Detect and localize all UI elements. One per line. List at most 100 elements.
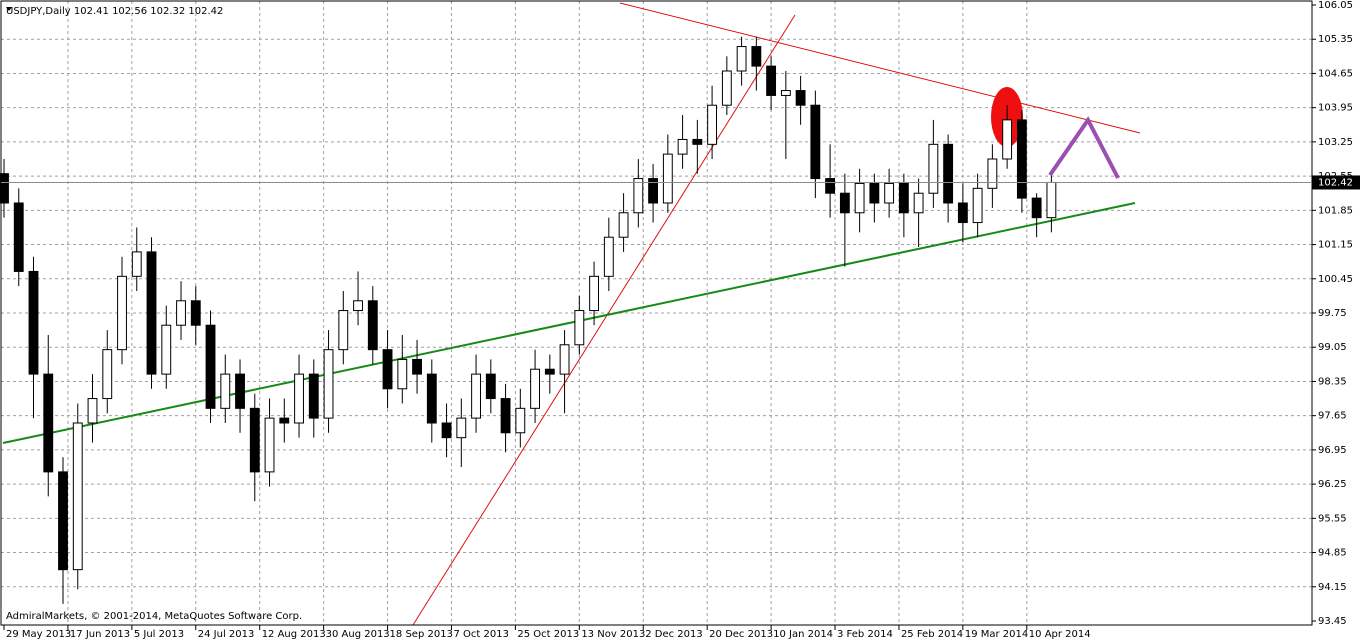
y-tick-label: 101.15 [1318,240,1353,251]
y-tick-label: 103.95 [1318,103,1353,114]
y-tick-label: 94.15 [1318,582,1347,593]
candle-body [205,324,216,409]
y-tick-label: 106.05 [1318,0,1353,11]
trend-line [412,14,796,626]
candle-body [117,275,127,351]
candle-body [338,310,349,351]
y-tick-label: 98.35 [1318,376,1347,387]
x-tick-label: 10 Apr 2014 [1029,629,1091,640]
candle-body [146,251,157,375]
candle-body [677,138,688,155]
x-tick-label: 24 Jul 2013 [198,629,255,640]
y-tick-label: 93.45 [1318,616,1347,627]
x-tick-label: 30 Aug 2013 [326,629,390,640]
candle-body [367,300,378,351]
candle-body [279,417,290,424]
projection-path [1048,116,1120,179]
candle-body [618,212,629,238]
x-tick-label: 18 Sep 2013 [390,629,453,640]
candle-body [87,398,98,424]
last-price-box [1312,175,1360,190]
x-tick-label: 25 Oct 2013 [517,629,579,640]
candle-body [294,373,304,424]
candle-body [589,275,600,312]
x-tick-label: 2 Dec 2013 [645,629,703,640]
last-price-label: 102.42 [1318,177,1353,188]
candle-body [1046,181,1057,219]
x-tick-label: 29 May 2013 [6,629,71,640]
candle-body [72,422,83,571]
y-tick-label: 97.65 [1318,411,1347,422]
candle-body [795,90,806,106]
x-tick-label: 13 Nov 2013 [581,629,645,640]
candle-body [662,153,673,204]
candle-body [131,251,142,277]
candle-body [382,349,393,390]
candle-body [0,173,9,204]
y-tick-label: 96.25 [1318,479,1347,490]
candle-body [603,236,614,277]
candle-body [721,70,732,106]
candle-body [736,46,747,72]
candles [0,36,1057,604]
candle-body [559,344,570,375]
x-tick-label: 19 Mar 2014 [965,629,1028,640]
candle-body [884,182,895,204]
x-tick-label: 20 Dec 2013 [709,629,773,640]
candle-body [987,158,998,189]
candle-body [1002,119,1013,160]
y-tick-label: 105.35 [1318,34,1353,45]
candle-body [441,422,452,439]
resistance-line [619,2,1141,134]
candle-body [839,192,850,214]
support-line [2,202,1136,444]
y-tick-label: 94.85 [1318,548,1347,559]
candle-body [913,192,924,214]
candle-body [780,90,791,96]
candle-body [957,202,968,224]
candle-body [43,373,54,473]
candle-body [397,358,408,390]
candle-body [943,143,954,204]
candle-body [353,300,363,312]
y-tick-label: 103.25 [1318,137,1353,148]
candle-body [471,373,481,419]
candle-body [707,104,718,145]
candle-body [308,373,319,419]
y-tick-label: 99.05 [1318,342,1347,353]
candle-body [515,407,526,434]
candle-body [898,182,909,214]
candle-body [869,182,880,204]
x-tick-label: 17 Jun 2013 [70,629,130,640]
x-tick-label: 7 Oct 2013 [453,629,508,640]
copyright: AdmiralMarkets, © 2001-2014, MetaQuotes … [6,611,302,622]
candle-body [485,373,496,400]
candle-body [500,398,511,434]
y-tick-label: 104.65 [1318,68,1353,79]
x-tick-label: 10 Jan 2014 [773,629,833,640]
candle-body [13,202,24,272]
candle-body [235,373,245,409]
candle-body [530,368,540,409]
candle-body [810,104,821,180]
candle-body [58,471,68,571]
candle-body [426,373,437,424]
candle-body [1016,119,1027,199]
y-tick-label: 99.75 [1318,308,1347,319]
candle-body [102,349,113,400]
candle-body [574,310,585,346]
candle-body [28,270,39,375]
y-tick-label: 96.95 [1318,445,1347,456]
candle-body [1031,197,1042,219]
candle-body [648,178,659,204]
y-tick-label: 101.85 [1318,205,1353,216]
candle-body [751,46,762,67]
candle-body [190,300,201,326]
y-tick-label: 100.45 [1318,274,1353,285]
candle-body [972,187,983,224]
candle-body [249,407,260,473]
candle-body [220,373,231,409]
